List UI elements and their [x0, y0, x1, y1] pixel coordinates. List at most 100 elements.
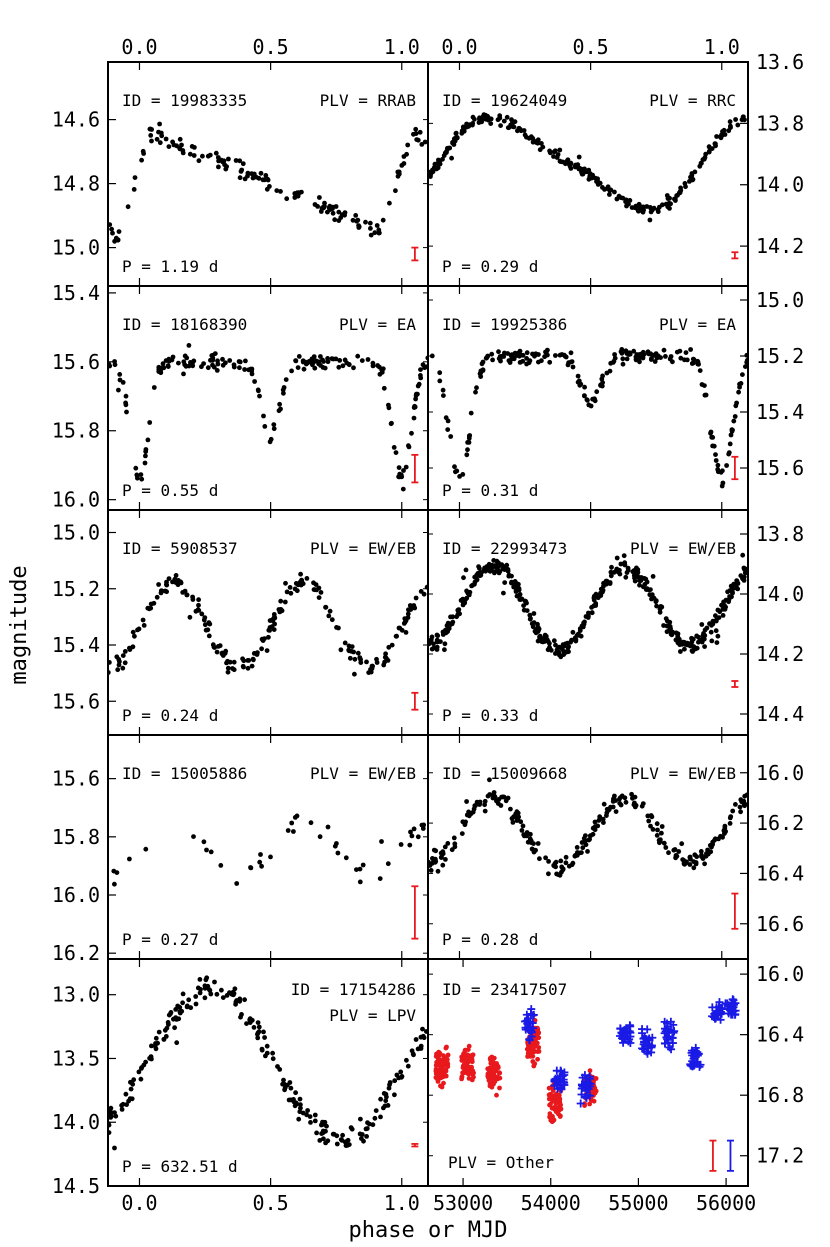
error-bar [726, 1139, 734, 1172]
data-point [212, 979, 217, 985]
data-point [255, 387, 261, 393]
data-point [592, 819, 598, 825]
data-point [122, 660, 128, 666]
data-point [278, 598, 284, 604]
data-point [149, 127, 155, 132]
data-point-red [487, 1055, 493, 1061]
data-point [476, 120, 482, 125]
data-point [408, 829, 413, 835]
data-point [604, 370, 610, 376]
data-point [326, 613, 332, 619]
data-point-red [547, 1102, 552, 1108]
error-bar [411, 691, 419, 711]
data-point [688, 856, 693, 862]
data-point [440, 387, 446, 393]
data-point [119, 1103, 124, 1108]
period-label: P = 0.33 d [442, 706, 538, 725]
data-point [729, 594, 734, 600]
y-tick-label: 15.0 [52, 236, 100, 260]
data-point [314, 1130, 319, 1136]
data-point [158, 130, 164, 136]
data-point [322, 200, 327, 206]
data-point [530, 351, 535, 357]
data-point [220, 362, 226, 368]
data-point [406, 443, 411, 449]
data-point [563, 860, 569, 866]
data-point [727, 119, 733, 125]
y-tick-label: 14.0 [756, 582, 804, 606]
data-point [687, 179, 692, 184]
data-point [638, 351, 644, 357]
data-point [201, 839, 207, 845]
data-point [259, 1046, 265, 1052]
data-point [130, 629, 136, 635]
data-point [316, 585, 322, 591]
data-point [287, 585, 293, 590]
data-point [433, 848, 439, 854]
data-point [374, 223, 380, 228]
panel-2: 13.6 13.8 14.0 14.2 ID = 19624049 PLV = RRC P … [427, 50, 804, 287]
data-point [122, 649, 128, 654]
data-point [181, 359, 187, 365]
data-point [412, 403, 417, 409]
data-point [202, 622, 208, 628]
data-point [498, 123, 503, 128]
data-point-blue [621, 1034, 630, 1043]
data-point [566, 644, 571, 650]
data-point [592, 396, 597, 402]
data-point [568, 359, 574, 365]
data-point [601, 583, 606, 589]
data-point-blue [723, 1000, 732, 1009]
data-point [702, 861, 707, 867]
data-point [317, 834, 323, 840]
data-point-blue [522, 1010, 531, 1019]
data-point [601, 801, 607, 807]
data-point [372, 1115, 378, 1121]
data-point [563, 354, 569, 360]
data-point [309, 356, 315, 362]
data-point [411, 415, 417, 421]
bottom-x-tick-label: 55000 [608, 1191, 668, 1215]
data-point [149, 138, 154, 144]
data-point [625, 567, 631, 573]
data-point [505, 568, 511, 574]
data-point [491, 558, 497, 563]
data-point [357, 1131, 363, 1137]
star-id-label: ID = 18168390 [122, 315, 247, 334]
data-point [376, 227, 382, 233]
data-point [262, 1035, 267, 1040]
data-point [405, 1063, 411, 1069]
data-point [702, 633, 708, 638]
data-point [418, 367, 423, 372]
data-point-blue [709, 1013, 718, 1022]
data-point [585, 397, 590, 403]
data-point [293, 1100, 299, 1106]
data-point [592, 825, 597, 831]
data-point [270, 1050, 275, 1056]
data-point [720, 129, 725, 135]
data-point [393, 450, 399, 455]
data-point [112, 881, 117, 887]
data-point [679, 841, 685, 847]
data-point [172, 576, 178, 582]
data-point [613, 809, 619, 814]
data-point [715, 467, 721, 472]
data-point [665, 204, 671, 210]
plv-class-label: PLV = EW/EB [310, 764, 416, 783]
data-points [108, 343, 428, 492]
data-point [317, 1138, 323, 1143]
data-points [429, 347, 748, 489]
data-point-red [551, 1117, 557, 1123]
data-point [715, 462, 721, 468]
data-point [568, 639, 573, 645]
data-point [365, 357, 371, 362]
data-point [434, 632, 440, 638]
data-point [682, 181, 688, 186]
data-point [684, 357, 690, 363]
data-point [330, 210, 336, 216]
data-point [668, 354, 674, 359]
data-point [205, 627, 211, 633]
panel-frame [427, 958, 749, 1187]
data-point [171, 142, 177, 148]
data-point [154, 594, 160, 600]
